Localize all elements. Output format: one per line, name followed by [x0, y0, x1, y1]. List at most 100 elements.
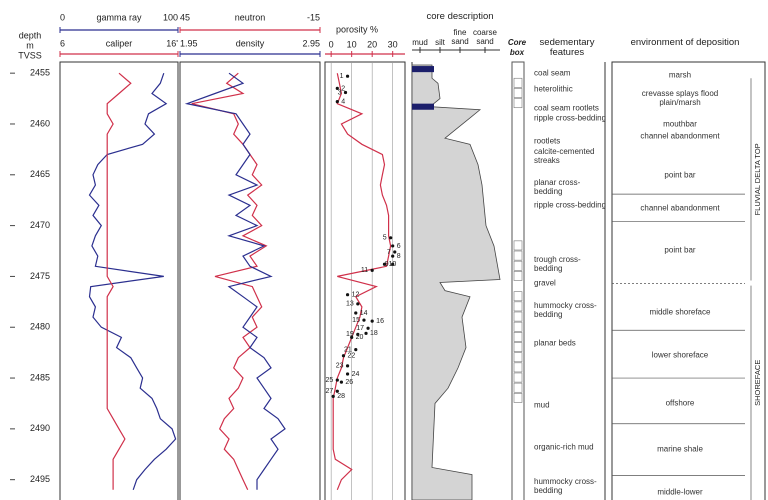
feature-label: heterolithic: [534, 84, 573, 94]
environment-label: middle-lower: [657, 487, 703, 497]
coal-seam: [412, 103, 434, 110]
sample-label: 16: [376, 318, 384, 325]
group-label: FLUVIAL DELTA TOP: [753, 143, 762, 215]
grain-size-label: coarse sand: [472, 28, 497, 46]
log-curve: [88, 73, 177, 490]
feature-label: mud: [534, 400, 550, 410]
core-box-title: Core box: [507, 38, 527, 57]
environment-label: point bar: [664, 245, 696, 255]
grain-size-label: silt: [435, 38, 445, 47]
depth-tick-label: 2480: [30, 322, 50, 332]
core-box: [513, 240, 523, 251]
sample-point: [391, 244, 395, 248]
feature-label: hummocky cross-bedding: [534, 476, 597, 495]
sample-point: [331, 394, 335, 398]
core-box: [513, 291, 523, 302]
feature-label: organic-rich mud: [534, 442, 594, 452]
core-box: [513, 372, 523, 383]
sample-label: 11: [361, 267, 368, 274]
environment-label: channel abandonment: [640, 131, 720, 141]
series-name: gamma ray: [96, 12, 142, 22]
sample-label: 7: [387, 249, 391, 256]
depth-tick-label: 2455: [30, 68, 50, 78]
sample-point: [339, 380, 344, 384]
features-title: sedementary features: [539, 37, 595, 58]
environment-label: point bar: [664, 170, 696, 180]
feature-label: rootlets: [534, 136, 561, 146]
depth-header: m: [26, 40, 34, 50]
x-tick-label: 1.95: [180, 38, 198, 48]
x-tick-label: -15: [307, 12, 320, 22]
x-tick-label: 0: [60, 12, 65, 22]
x-tick-label: 20: [367, 39, 377, 49]
track-frame: [179, 61, 321, 500]
sample-label: 9: [385, 261, 389, 268]
sample-point: [335, 389, 339, 393]
sample-label: 26: [345, 379, 353, 386]
coal-seam: [412, 66, 434, 73]
grain-size-label: fine sand: [451, 28, 469, 46]
sample-point: [391, 262, 395, 266]
depth-header: TVSS: [18, 50, 42, 60]
environment-label: marsh: [668, 70, 692, 80]
track-frame: [324, 61, 406, 500]
sample-label: 4: [341, 98, 345, 105]
core-box: [513, 321, 523, 332]
feature-label: coal seam rootlets: [534, 103, 599, 113]
sample-point: [354, 311, 358, 315]
feature-label: ripple cross-bedding: [534, 113, 607, 123]
core-box: [513, 271, 523, 281]
x-tick-label: 45: [180, 12, 190, 22]
sample-point: [364, 331, 368, 335]
sample-label: 21: [344, 346, 352, 353]
sample-label: 25: [326, 377, 334, 384]
core-box: [513, 382, 523, 393]
feature-label: hummocky cross-bedding: [534, 300, 597, 319]
sample-point: [345, 372, 350, 376]
sample-label: 14: [360, 310, 368, 317]
feature-label: planar cross-bedding: [534, 177, 581, 196]
sample-point: [345, 74, 350, 78]
core-box: [513, 77, 523, 88]
sample-label: 28: [337, 393, 345, 400]
environment-label: offshore: [665, 398, 695, 408]
grain-profile: [411, 64, 501, 500]
core-box: [513, 250, 523, 261]
log-curve: [191, 72, 268, 491]
core-box: [513, 311, 523, 322]
core-box: [513, 260, 523, 271]
core-box: [513, 88, 523, 98]
feature-label: trough cross-bedding: [534, 255, 581, 274]
feature-label: coal seam: [534, 68, 571, 78]
grain-size-label: mud: [412, 38, 428, 47]
sample-label: 12: [352, 292, 360, 299]
environment-label: marine shale: [657, 444, 703, 454]
core-box: [513, 352, 523, 363]
sample-point: [335, 378, 339, 382]
x-tick-label: 0: [329, 39, 334, 49]
core-box: [513, 342, 523, 352]
sample-point: [335, 100, 339, 104]
depth-tick-label: 2485: [30, 372, 50, 382]
environment-column: [611, 61, 766, 500]
sample-label: 18: [370, 330, 378, 337]
depth-tick-label: 2495: [30, 474, 50, 484]
series-name: caliper: [106, 38, 133, 48]
series-name: density: [236, 38, 265, 48]
sample-point: [370, 268, 374, 272]
feature-label: ripple cross-bedding: [534, 200, 607, 210]
sample-label: 24: [352, 371, 360, 378]
environment-label: middle shoreface: [649, 307, 711, 317]
environment-label: lower shoreface: [651, 350, 709, 360]
track-frame: [59, 61, 179, 500]
sample-label: 2: [341, 85, 345, 92]
environment-label: mouthbar: [663, 119, 697, 129]
x-tick-label: 2.95: [302, 38, 320, 48]
track-title: porosity %: [336, 24, 378, 34]
sample-point: [335, 86, 339, 91]
sample-label: 3: [338, 89, 342, 96]
x-tick-label: 100: [163, 12, 178, 22]
sample-point: [393, 250, 397, 254]
